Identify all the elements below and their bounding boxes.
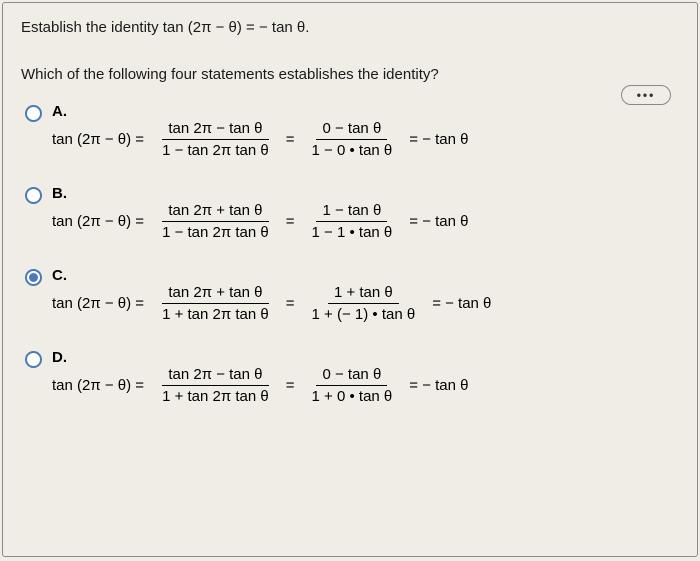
- options-list: A. tan (2π − θ) = tan 2π − tan θ 1 − tan…: [25, 103, 679, 405]
- lhs: tan (2π − θ) =: [52, 295, 144, 312]
- equals: =: [286, 377, 295, 394]
- rhs: = − tan θ: [409, 377, 468, 394]
- radio-c[interactable]: [25, 269, 42, 286]
- option-d[interactable]: D. tan (2π − θ) = tan 2π − tan θ 1 + tan…: [25, 349, 679, 405]
- quiz-container: Establish the identity tan (2π − θ) = − …: [2, 2, 698, 557]
- fraction-2: 0 − tan θ 1 − 0 • tan θ: [306, 120, 399, 159]
- question-text: Establish the identity tan (2π − θ) = − …: [21, 19, 679, 36]
- lhs: tan (2π − θ) =: [52, 131, 144, 148]
- equals: =: [286, 213, 295, 230]
- option-label: D.: [52, 349, 72, 366]
- equation-b: tan (2π − θ) = tan 2π + tan θ 1 − tan 2π…: [52, 202, 468, 241]
- equals: =: [286, 295, 295, 312]
- radio-b[interactable]: [25, 187, 42, 204]
- fraction-2: 1 + tan θ 1 + (− 1) • tan θ: [306, 284, 422, 323]
- fraction-1: tan 2π + tan θ 1 − tan 2π tan θ: [156, 202, 275, 241]
- equals: =: [286, 131, 295, 148]
- option-label: B.: [52, 185, 72, 202]
- rhs: = − tan θ: [409, 131, 468, 148]
- radio-d[interactable]: [25, 351, 42, 368]
- lhs: tan (2π − θ) =: [52, 377, 144, 394]
- radio-a[interactable]: [25, 105, 42, 122]
- fraction-2: 0 − tan θ 1 + 0 • tan θ: [306, 366, 399, 405]
- rhs: = − tan θ: [432, 295, 491, 312]
- prompt-text: Which of the following four statements e…: [21, 66, 679, 83]
- fraction-2: 1 − tan θ 1 − 1 • tan θ: [306, 202, 399, 241]
- equation-c: tan (2π − θ) = tan 2π + tan θ 1 + tan 2π…: [52, 284, 491, 323]
- fraction-1: tan 2π − tan θ 1 + tan 2π tan θ: [156, 366, 275, 405]
- option-c[interactable]: C. tan (2π − θ) = tan 2π + tan θ 1 + tan…: [25, 267, 679, 323]
- fraction-1: tan 2π + tan θ 1 + tan 2π tan θ: [156, 284, 275, 323]
- equation-a: tan (2π − θ) = tan 2π − tan θ 1 − tan 2π…: [52, 120, 468, 159]
- equation-d: tan (2π − θ) = tan 2π − tan θ 1 + tan 2π…: [52, 366, 468, 405]
- option-b[interactable]: B. tan (2π − θ) = tan 2π + tan θ 1 − tan…: [25, 185, 679, 241]
- more-button[interactable]: •••: [621, 85, 671, 105]
- option-label: A.: [52, 103, 72, 120]
- rhs: = − tan θ: [409, 213, 468, 230]
- option-label: C.: [52, 267, 72, 284]
- lhs: tan (2π − θ) =: [52, 213, 144, 230]
- option-a[interactable]: A. tan (2π − θ) = tan 2π − tan θ 1 − tan…: [25, 103, 679, 159]
- fraction-1: tan 2π − tan θ 1 − tan 2π tan θ: [156, 120, 275, 159]
